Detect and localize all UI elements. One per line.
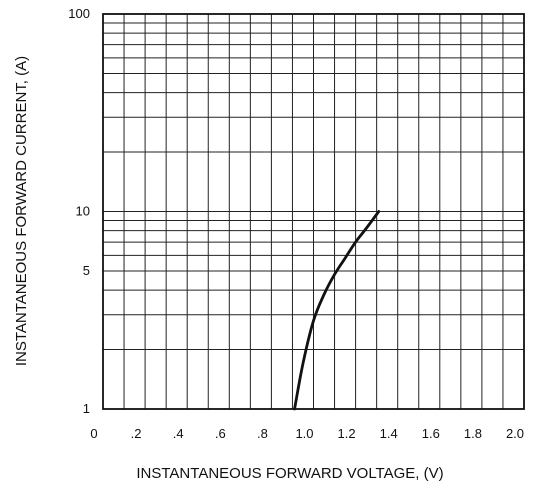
series-line xyxy=(293,210,381,411)
grid-layer xyxy=(102,13,525,410)
x-tick-label: 1.4 xyxy=(380,426,398,441)
x-tick-label: .8 xyxy=(257,426,268,441)
x-tick-label: .2 xyxy=(131,426,142,441)
y-axis-title: INSTANTANEOUS FORWARD CURRENT, (A) xyxy=(13,56,30,366)
x-tick-label: .6 xyxy=(215,426,226,441)
y-tick-label: 100 xyxy=(68,6,90,21)
y-tick-labels: 1 5 10 100 xyxy=(68,6,90,416)
x-tick-label: 2.0 xyxy=(506,426,524,441)
y-tick-label: 10 xyxy=(76,204,90,219)
plot-frame xyxy=(102,13,525,410)
y-tick-label: 5 xyxy=(83,263,90,278)
x-tick-label: 1.2 xyxy=(338,426,356,441)
x-tick-label: 1.6 xyxy=(422,426,440,441)
x-tick-label: 0 xyxy=(90,426,97,441)
x-tick-label: 1.8 xyxy=(464,426,482,441)
y-tick-label: 1 xyxy=(83,401,90,416)
x-axis-title: INSTANTANEOUS FORWARD VOLTAGE, (V) xyxy=(136,465,443,482)
x-tick-label: 1.0 xyxy=(295,426,313,441)
x-tick-label: .4 xyxy=(173,426,184,441)
x-tick-labels: 0 .2 .4 .6 .8 1.0 1.2 1.4 1.6 1.8 2.0 xyxy=(90,426,524,441)
